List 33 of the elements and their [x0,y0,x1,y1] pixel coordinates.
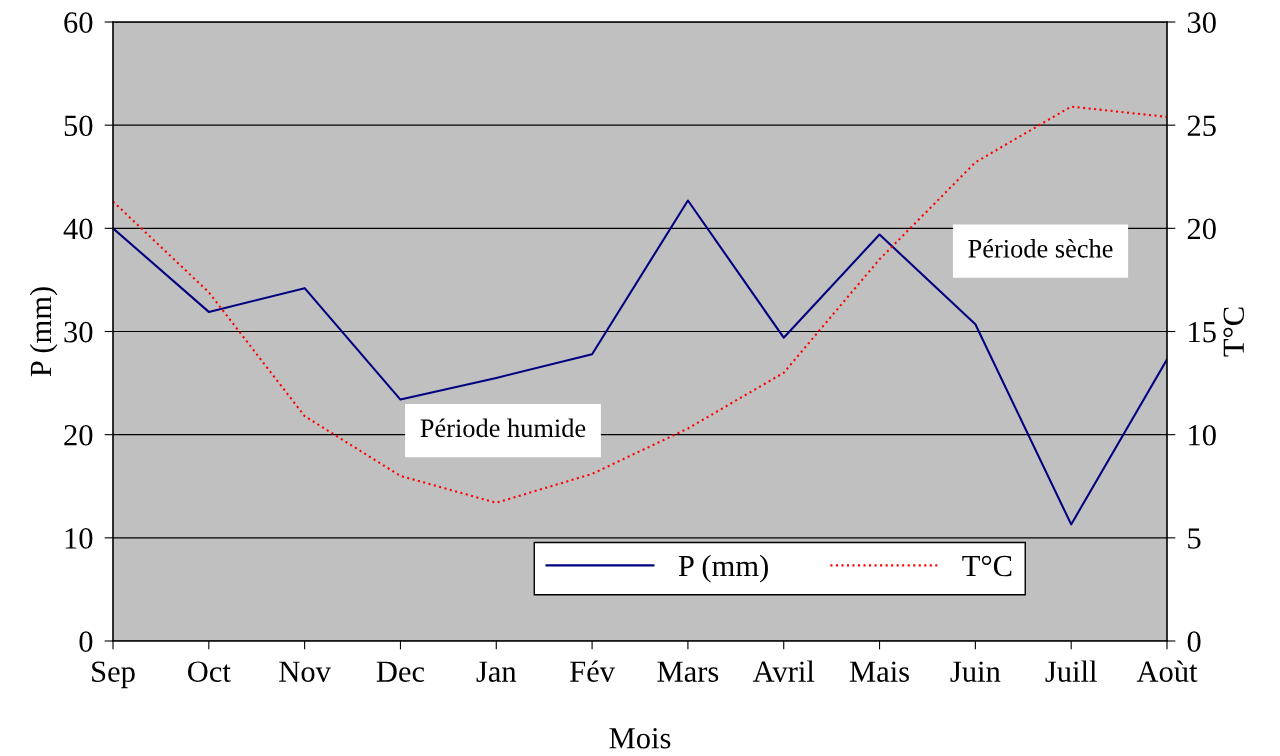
x-tick-label: Mars [657,661,719,682]
legend-label: T°C [962,555,1012,577]
annotation: Période sèche [968,239,1113,258]
y-tick-label: 10 [65,528,93,549]
y2-axis-title: T°C [1223,307,1245,357]
x-tick-label: Fév [570,660,616,682]
annotation: Période humide [420,418,586,438]
x-tick-label: Sep [92,661,135,689]
x-tick-label: Juin [950,661,1001,682]
legend-label: P (mm) [678,554,768,583]
y-tick-label: 50 [64,115,93,137]
y2-tick-label: 20 [1187,218,1216,240]
y2-tick-label: 0 [1187,631,1201,652]
y-tick-label: 60 [64,12,93,33]
x-axis-title: Mois [609,728,671,749]
y2-tick-label: 30 [1187,12,1216,33]
y2-tick-label: 10 [1189,424,1216,446]
y-axis-title: P (mm) [29,287,58,377]
x-tick-label: Aoùt [1136,660,1198,682]
x-tick-label: Juill [1045,660,1097,682]
y2-tick-label: 5 [1188,528,1201,549]
y-tick-label: 0 [79,631,93,652]
x-tick-label: Jan [476,661,517,682]
x-tick-label: Oct [188,661,231,682]
y-tick-label: 20 [64,424,93,446]
y2-tick-label: 15 [1189,321,1216,343]
x-tick-label: Dec [376,661,425,682]
y-tick-label: 30 [64,321,93,343]
x-tick-label: Mais [849,661,909,682]
x-tick-label: Nov [279,661,331,682]
y-tick-label: 40 [63,218,93,240]
x-tick-label: Avril [752,660,815,682]
y2-tick-label: 25 [1187,115,1216,137]
